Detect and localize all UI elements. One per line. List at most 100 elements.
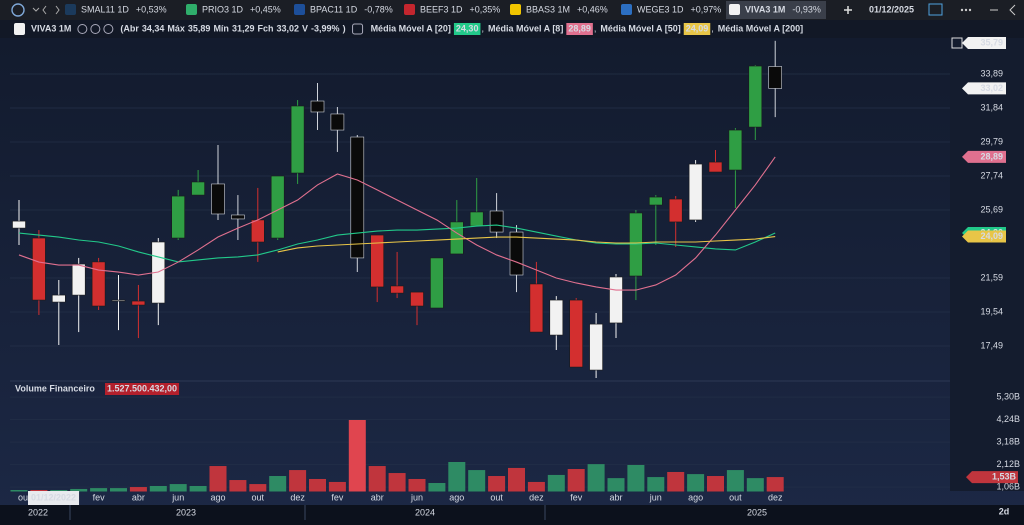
price-tag bbox=[962, 230, 1006, 243]
menu-icon bbox=[964, 8, 968, 12]
volume-bar bbox=[249, 484, 267, 492]
legend-tool[interactable] bbox=[90, 24, 101, 34]
volume-bar bbox=[726, 470, 744, 492]
candle-body bbox=[370, 234, 385, 288]
candle-body bbox=[211, 183, 225, 215]
legend-tool[interactable] bbox=[103, 24, 114, 34]
price-tag bbox=[962, 150, 1006, 163]
x-tick-label: dez bbox=[290, 492, 305, 502]
y-tick-label: 31,84 bbox=[980, 102, 1003, 112]
candle-body bbox=[12, 220, 26, 229]
volume-bar bbox=[766, 477, 784, 492]
volume-bar bbox=[189, 485, 207, 492]
crosshair-date: 01/12/2022 bbox=[31, 492, 76, 502]
crosshair-date-box bbox=[28, 491, 80, 505]
candle-body bbox=[748, 65, 763, 128]
moving-average bbox=[18, 224, 776, 263]
candle-body bbox=[688, 163, 703, 221]
tab-symbol[interactable]: WEGE3 1D bbox=[637, 4, 684, 14]
candle-body bbox=[231, 214, 245, 220]
year-label: 2023 bbox=[176, 507, 196, 517]
x-tick-label: jun bbox=[649, 492, 662, 502]
candle-body bbox=[549, 299, 564, 336]
x-tick-label: out bbox=[729, 492, 742, 502]
candle-body bbox=[569, 299, 584, 368]
moving-average bbox=[18, 156, 776, 291]
volume-bar bbox=[488, 476, 506, 492]
y-tick-label: 25,69 bbox=[980, 204, 1003, 214]
nav-icon[interactable] bbox=[42, 5, 60, 15]
volume-bar bbox=[129, 487, 147, 492]
candle-body bbox=[51, 294, 66, 303]
year-label: 2022 bbox=[28, 507, 48, 517]
ohlc-token: ) bbox=[343, 23, 346, 33]
y-tick-label: 2,12B bbox=[996, 459, 1020, 469]
tab-symbol[interactable]: BEEF3 1D bbox=[420, 4, 463, 14]
x-tick-label: abr bbox=[609, 492, 622, 502]
dropdown-icon[interactable] bbox=[32, 7, 40, 12]
tab-symbol[interactable]: SMAL11 1D bbox=[81, 4, 129, 14]
candle-body bbox=[270, 175, 285, 239]
tab-icon bbox=[621, 4, 632, 15]
volume-bar bbox=[687, 474, 705, 492]
year-label: 2025 bbox=[747, 507, 767, 517]
x-tick-label: abr bbox=[132, 492, 145, 502]
candle-body bbox=[469, 211, 484, 227]
volume-title: Volume Financeiro bbox=[15, 383, 95, 393]
candle-body bbox=[310, 100, 325, 113]
ma-legend-value: 28,89 bbox=[568, 23, 591, 33]
tab-symbol[interactable]: BPAC11 1D bbox=[310, 4, 358, 14]
crosshair-icon[interactable] bbox=[951, 37, 963, 49]
x-tick-label: fev bbox=[570, 492, 583, 502]
ma-legend-box bbox=[683, 23, 711, 35]
candle-body bbox=[609, 276, 623, 324]
volume-bar bbox=[388, 473, 406, 492]
cast-icon[interactable] bbox=[928, 3, 943, 16]
tab-change: -0,78% bbox=[364, 4, 393, 14]
ohlc-token: 31,29 bbox=[232, 23, 255, 33]
ohlc-token: V bbox=[302, 23, 308, 33]
legend-tool[interactable] bbox=[77, 24, 88, 34]
x-tick-label: jun bbox=[171, 492, 184, 502]
legend-bar bbox=[0, 20, 1024, 38]
active-tab[interactable] bbox=[726, 1, 826, 19]
candle-body bbox=[648, 196, 663, 206]
ma-legend-box bbox=[566, 23, 593, 35]
x-tick-label: out bbox=[252, 492, 265, 502]
x-tick-label: ago bbox=[449, 492, 464, 502]
price-axis-bg bbox=[950, 38, 1024, 491]
volume-bar bbox=[468, 470, 486, 492]
date: 01/12/2025 bbox=[869, 4, 914, 14]
year-bar bbox=[0, 505, 1024, 525]
ma-legend-name: Média Móvel A [20] bbox=[371, 23, 451, 33]
close-tag-label: 33,02 bbox=[980, 83, 1003, 93]
ma-legend-value: 24,09 bbox=[686, 23, 709, 33]
tab-symbol[interactable]: VIVA3 1M bbox=[745, 4, 785, 14]
tab-change: +0,53% bbox=[136, 4, 167, 14]
candle-body bbox=[131, 300, 146, 306]
legend-tool[interactable] bbox=[352, 23, 364, 35]
y-tick-label: 4,24B bbox=[996, 414, 1020, 424]
ma-legend-name: Média Móvel A [8] bbox=[488, 23, 563, 33]
period[interactable]: 2d bbox=[999, 506, 1010, 516]
price-tag-label: 24,09 bbox=[980, 231, 1003, 241]
candle-body bbox=[430, 257, 444, 309]
tab-symbol[interactable]: BBAS3 1M bbox=[526, 4, 570, 14]
volume-bar bbox=[289, 470, 307, 492]
tab-symbol[interactable]: PRIO3 1D bbox=[202, 4, 244, 14]
candle-body bbox=[768, 66, 783, 89]
candle-body bbox=[350, 136, 365, 259]
x-tick-label: dez bbox=[529, 492, 544, 502]
legend-separator: , bbox=[481, 23, 484, 33]
tab-change: +0,97% bbox=[691, 4, 722, 14]
candle-body bbox=[668, 198, 683, 223]
clock-icon[interactable] bbox=[11, 3, 25, 17]
menu-icon[interactable] bbox=[960, 8, 964, 12]
volume-bar bbox=[209, 466, 227, 492]
symbol-icon bbox=[14, 23, 25, 35]
candle-body bbox=[290, 105, 305, 174]
window-controls[interactable] bbox=[990, 4, 1016, 16]
volume-bar bbox=[30, 490, 48, 492]
ohlc-token: Máx bbox=[167, 23, 185, 33]
add-tab[interactable] bbox=[844, 6, 852, 14]
